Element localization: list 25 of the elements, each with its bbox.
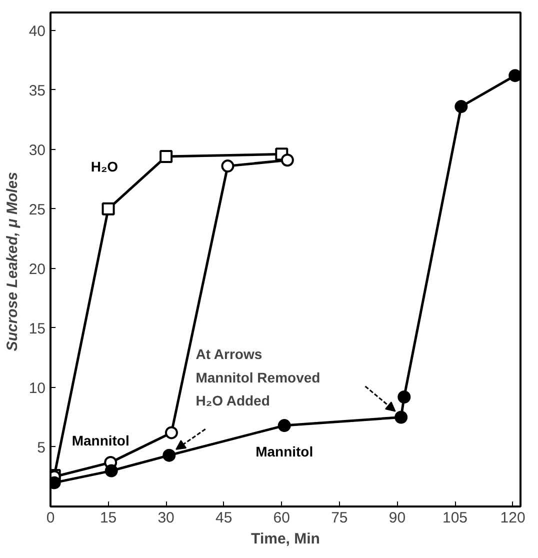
x-tick-label: 105 — [442, 510, 468, 526]
series-label: Mannitol — [72, 432, 130, 448]
y-tick-label: 15 — [28, 320, 46, 338]
x-tick-label: 75 — [331, 510, 348, 526]
y-axis-title: Sucrose Leaked, μ Moles — [4, 172, 21, 352]
x-tick-label: 15 — [100, 510, 117, 526]
x-tick-label: 60 — [273, 510, 290, 526]
x-tick-label: 0 — [46, 510, 55, 526]
annotation: At Arrows — [196, 346, 262, 362]
y-tick-label: 10 — [28, 380, 46, 397]
y-tick-label: 25 — [28, 201, 46, 218]
annotation: Mannitol Removed — [196, 369, 320, 386]
y-tick-label: 5 — [37, 439, 46, 456]
y-tick-label: 40 — [28, 22, 46, 40]
x-tick-label: 45 — [216, 510, 232, 526]
x-tick-label: 120 — [500, 510, 526, 526]
series-label: Mannitol — [256, 444, 314, 460]
x-tick-label: 90 — [388, 510, 406, 526]
x-axis-title: Time, Min — [251, 530, 320, 548]
y-tick-label: 30 — [28, 142, 46, 159]
x-tick-label: 30 — [158, 510, 174, 526]
y-tick-label: 20 — [28, 260, 46, 278]
annotation: H₂O Added — [196, 392, 270, 409]
series-label: H₂O — [90, 158, 118, 175]
y-tick-label: 35 — [28, 82, 46, 100]
